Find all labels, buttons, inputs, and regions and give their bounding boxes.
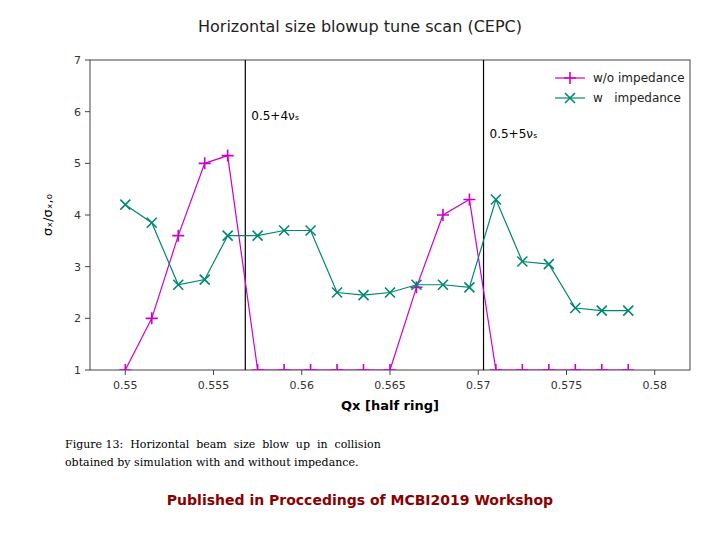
point-marker bbox=[306, 226, 316, 236]
point-marker bbox=[173, 280, 183, 290]
point-marker bbox=[623, 306, 633, 316]
legend-marker bbox=[564, 72, 576, 84]
point-marker bbox=[359, 290, 369, 300]
x-tick-label: 0.575 bbox=[551, 379, 583, 392]
point-marker bbox=[278, 364, 290, 370]
point-marker bbox=[199, 157, 211, 169]
x-axis-label: Qx [half ring] bbox=[341, 398, 439, 413]
point-marker bbox=[384, 364, 396, 370]
point-marker bbox=[411, 280, 421, 290]
y-tick bbox=[85, 163, 90, 164]
point-marker bbox=[516, 364, 528, 370]
y-axis-label: σₓ/σₓ,₀ bbox=[40, 194, 55, 236]
x-tick bbox=[566, 370, 567, 375]
y-tick bbox=[85, 266, 90, 267]
vertical-line bbox=[483, 60, 484, 370]
x-tick bbox=[301, 370, 302, 375]
point-marker bbox=[517, 257, 527, 267]
series-line bbox=[125, 200, 628, 311]
point-marker bbox=[222, 150, 234, 162]
point-marker bbox=[410, 281, 422, 293]
point-marker bbox=[223, 231, 233, 241]
footer: Published in Proccedings of MCBI2019 Wor… bbox=[167, 492, 553, 508]
x-tick bbox=[478, 370, 479, 375]
legend-label: w impedance bbox=[593, 91, 681, 105]
x-tick-label: 0.57 bbox=[466, 379, 491, 392]
point-marker bbox=[332, 288, 342, 298]
y-tick-label: 3 bbox=[74, 261, 81, 274]
y-tick-label: 4 bbox=[74, 209, 81, 222]
x-tick-label: 0.555 bbox=[198, 379, 230, 392]
legend: w/o impedance w impedance bbox=[555, 71, 685, 105]
x-tick-label: 0.55 bbox=[113, 379, 138, 392]
y-tick-label: 7 bbox=[74, 54, 81, 67]
legend-marker bbox=[565, 93, 575, 103]
title: Horizontal size blowup tune scan (CEPC) bbox=[198, 17, 522, 36]
caption: obtained by simulation with and without … bbox=[65, 456, 358, 469]
point-marker bbox=[279, 226, 289, 236]
point-marker bbox=[385, 288, 395, 298]
point-marker bbox=[463, 194, 475, 206]
x-tick-label: 0.58 bbox=[642, 379, 667, 392]
point-marker bbox=[200, 275, 210, 285]
x-tick-label: 0.565 bbox=[374, 379, 406, 392]
point-marker bbox=[119, 364, 131, 370]
point-marker bbox=[253, 231, 263, 241]
x-tick bbox=[654, 370, 655, 375]
point-marker bbox=[464, 282, 474, 292]
point-marker bbox=[146, 312, 158, 324]
point-marker bbox=[437, 209, 449, 221]
annotation: 0.5+5νₛ bbox=[490, 127, 538, 141]
annotation: 0.5+4νₛ bbox=[251, 109, 299, 123]
y-tick bbox=[85, 215, 90, 216]
point-marker bbox=[305, 364, 317, 370]
y-tick-label: 6 bbox=[74, 106, 81, 119]
point-marker bbox=[622, 364, 634, 370]
y-tick-label: 5 bbox=[74, 157, 81, 170]
vertical-line bbox=[245, 60, 246, 370]
point-marker bbox=[172, 230, 184, 242]
point-marker bbox=[597, 306, 607, 316]
point-marker bbox=[120, 200, 130, 210]
chart: Horizontal size blowup tune scan (CEPC) 0… bbox=[0, 0, 720, 540]
x-tick-label: 0.56 bbox=[290, 379, 315, 392]
point-marker bbox=[490, 364, 502, 370]
point-marker bbox=[543, 364, 555, 370]
x-tick bbox=[213, 370, 214, 375]
x-tick bbox=[125, 370, 126, 375]
legend-label: w/o impedance bbox=[593, 71, 685, 85]
plot-frame bbox=[90, 60, 690, 370]
y-tick bbox=[85, 60, 90, 61]
point-marker bbox=[569, 364, 581, 370]
y-tick-label: 1 bbox=[74, 364, 81, 377]
y-tick bbox=[85, 318, 90, 319]
y-tick bbox=[85, 111, 90, 112]
caption: Figure 13: Horizontal beam size blow up … bbox=[65, 438, 381, 451]
y-tick-label: 2 bbox=[74, 312, 81, 325]
plot-area bbox=[119, 60, 634, 370]
point-marker bbox=[596, 364, 608, 370]
point-marker bbox=[438, 280, 448, 290]
series-line bbox=[125, 156, 628, 370]
point-marker bbox=[570, 303, 580, 313]
point-marker bbox=[147, 218, 157, 228]
point-marker bbox=[252, 364, 264, 370]
y-tick bbox=[85, 370, 90, 371]
point-marker bbox=[358, 364, 370, 370]
point-marker bbox=[491, 195, 501, 205]
x-tick bbox=[390, 370, 391, 375]
point-marker bbox=[544, 259, 554, 269]
point-marker bbox=[331, 364, 343, 370]
